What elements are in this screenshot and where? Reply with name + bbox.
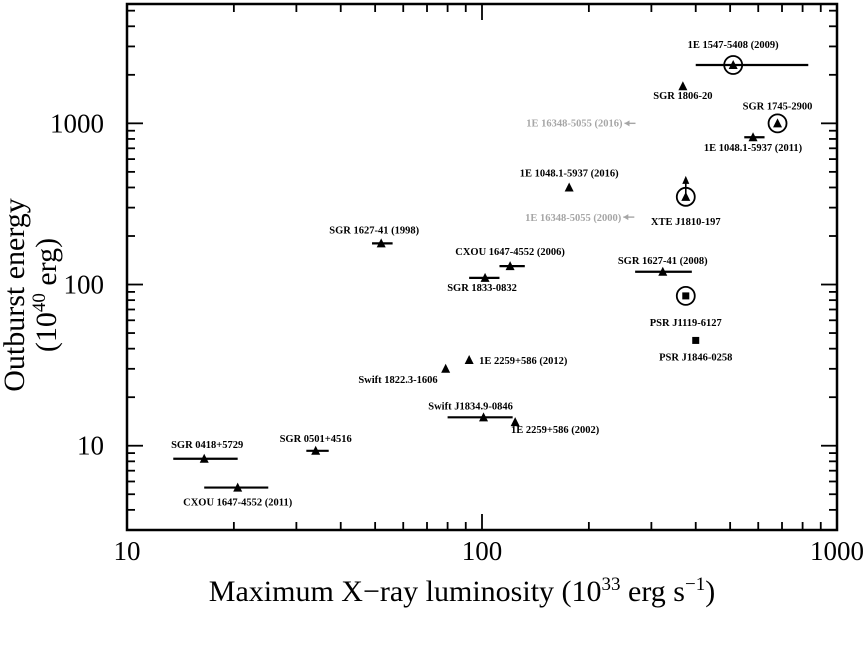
data-points <box>173 55 809 492</box>
triangle-marker <box>748 132 758 142</box>
square-marker <box>692 336 700 344</box>
point-label: XTE J1810-197 <box>651 217 721 228</box>
triangle-marker <box>479 412 489 422</box>
lower-limit-arrow-head <box>623 214 629 221</box>
data-point <box>624 120 636 127</box>
triangle-marker <box>678 81 688 91</box>
point-label: SGR 0418+5729 <box>171 440 243 451</box>
square-marker <box>682 292 690 300</box>
data-point <box>675 175 696 207</box>
triangle-marker <box>728 60 738 70</box>
point-label: 1E 2259+586 (2002) <box>511 425 600 436</box>
point-labels: 1E 1547-5408 (2009) SGR 1806-20 SGR 1745-2… <box>171 40 812 509</box>
point-label: SGR 1833-0832 <box>447 283 517 294</box>
data-point <box>675 286 696 306</box>
point-label: 1E 1048.1-5937 (2011) <box>704 143 803 154</box>
data-point <box>695 55 809 75</box>
data-point <box>173 453 238 463</box>
highlight-circle <box>723 55 744 75</box>
x-tick-label: 100 <box>462 536 503 566</box>
triangle-marker <box>658 266 668 276</box>
y-axis-title-units: (1040 erg) <box>29 238 63 352</box>
data-point <box>510 417 520 427</box>
data-point <box>306 445 329 455</box>
triangle-marker <box>376 238 386 248</box>
triangle-marker <box>510 417 520 427</box>
data-point <box>469 272 500 282</box>
triangle-marker <box>480 272 490 282</box>
data-point <box>447 412 513 422</box>
triangle-marker <box>681 191 691 201</box>
data-point <box>635 266 692 276</box>
triangle-marker <box>233 482 243 492</box>
point-label: CXOU 1647-4552 (2006) <box>455 247 565 258</box>
data-point <box>464 355 474 365</box>
x-tick-label: 10 <box>114 536 141 566</box>
point-label: PSR J1846-0258 <box>659 352 732 363</box>
y-tick-label: 10 <box>77 431 104 461</box>
plot-frame <box>125 2 839 532</box>
data-point <box>744 132 765 142</box>
triangle-marker <box>311 445 321 455</box>
triangle-marker <box>441 363 451 373</box>
highlight-circle <box>675 286 696 306</box>
y-tick-label: 100 <box>64 270 105 300</box>
y-tick-labels: 10 100 1000 <box>50 108 104 460</box>
point-label: 1E 16348-5055 (2016) <box>526 118 623 129</box>
triangle-marker <box>564 182 574 192</box>
point-label: Swift 1822.3-1606 <box>358 375 437 386</box>
data-point <box>441 363 451 373</box>
point-label: CXOU 1647-4552 (2011) <box>183 498 293 509</box>
point-label: 1E 16348-5055 (2000) <box>525 213 622 224</box>
highlight-circle <box>767 113 788 134</box>
y-axis-title: Outburst energy <box>0 198 31 392</box>
lower-limit-arrow-head <box>624 120 630 127</box>
point-label: SGR 1627-41 (2008) <box>618 256 708 267</box>
data-point <box>623 214 635 221</box>
data-point <box>767 113 788 134</box>
point-label: SGR 1806-20 <box>653 91 712 102</box>
data-point <box>499 261 525 271</box>
triangle-marker <box>773 118 783 128</box>
point-label: 1E 1048.1-5937 (2016) <box>520 168 619 179</box>
data-point <box>678 81 688 91</box>
triangle-marker <box>464 355 474 365</box>
upper-limit-arrow-head <box>682 175 690 184</box>
point-label: PSR J1119-6127 <box>650 318 722 329</box>
point-label: 1E 1547-5408 (2009) <box>688 40 779 51</box>
point-label: SGR 1745-2900 <box>743 101 813 112</box>
point-label: Swift J1834.9-0846 <box>428 401 513 412</box>
triangle-marker <box>505 261 515 271</box>
y-tick-label: 1000 <box>50 108 104 138</box>
point-label: 1E 2259+586 (2012) <box>479 356 568 367</box>
data-point <box>692 336 700 344</box>
data-point <box>372 238 393 248</box>
plot-area-border <box>125 2 839 532</box>
triangle-marker <box>199 453 209 463</box>
axis-ticks <box>126 4 837 531</box>
data-point <box>564 182 574 192</box>
x-tick-labels: 10 100 1000 <box>114 536 864 566</box>
x-tick-label: 1000 <box>810 536 864 566</box>
point-label: SGR 1627-41 (1998) <box>329 225 419 236</box>
point-label: SGR 0501+4516 <box>280 434 352 445</box>
x-axis-title: Maximum X−ray luminosity (1033 erg s−1) <box>209 574 715 608</box>
data-point <box>204 482 269 492</box>
